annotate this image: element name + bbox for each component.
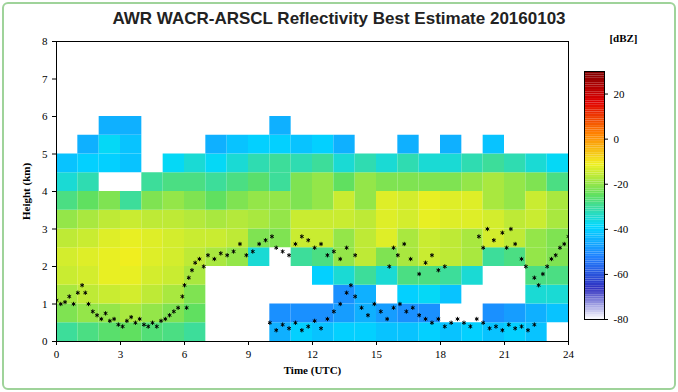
svg-text:21: 21 — [499, 348, 510, 360]
svg-text:9: 9 — [246, 348, 252, 360]
svg-text:-60: -60 — [614, 268, 629, 280]
svg-text:0: 0 — [54, 348, 60, 360]
svg-text:-80: -80 — [614, 313, 629, 325]
svg-text:Height (km): Height (km) — [20, 163, 33, 220]
svg-text:0: 0 — [614, 133, 620, 145]
svg-text:7: 7 — [42, 73, 48, 85]
svg-text:1: 1 — [42, 298, 48, 310]
svg-text:[dBZ]: [dBZ] — [609, 32, 637, 44]
svg-text:12: 12 — [307, 348, 318, 360]
svg-text:6: 6 — [42, 110, 48, 122]
svg-text:3: 3 — [118, 348, 124, 360]
svg-text:6: 6 — [182, 348, 188, 360]
svg-text:8: 8 — [42, 35, 48, 47]
svg-text:18: 18 — [435, 348, 447, 360]
svg-text:20: 20 — [614, 88, 626, 100]
svg-text:-40: -40 — [614, 223, 629, 235]
svg-text:-20: -20 — [614, 178, 629, 190]
svg-text:24: 24 — [563, 348, 575, 360]
svg-text:Time (UTC): Time (UTC) — [284, 364, 342, 377]
svg-text:4: 4 — [42, 185, 48, 197]
svg-text:0: 0 — [42, 335, 48, 347]
svg-text:3: 3 — [42, 223, 48, 235]
svg-text:15: 15 — [371, 348, 383, 360]
svg-text:2: 2 — [42, 260, 48, 272]
svg-text:5: 5 — [42, 148, 48, 160]
html-text:AWR WACR-ARSCL Reflectivity Be: AWR WACR-ARSCL Reflectivity Best Estimat… — [112, 9, 566, 28]
